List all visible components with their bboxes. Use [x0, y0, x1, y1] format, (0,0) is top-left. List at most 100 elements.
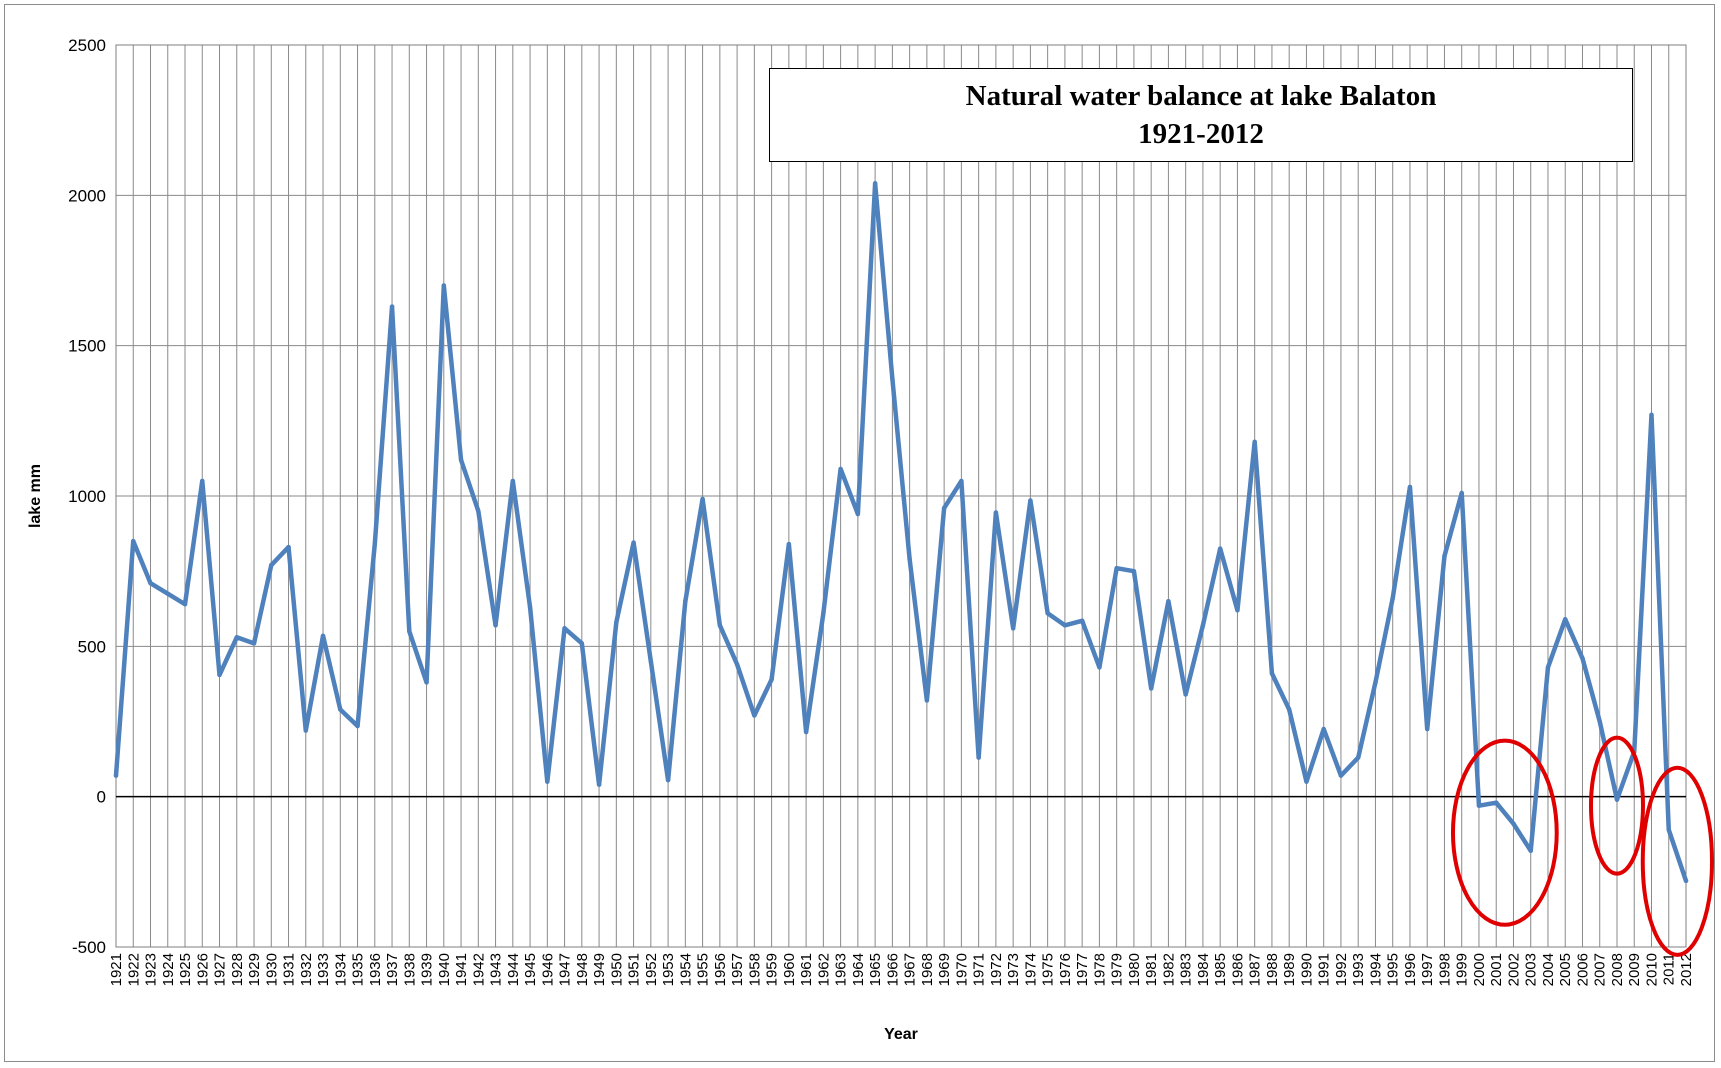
x-tick-label: 1978 [1091, 953, 1108, 986]
x-tick-label: 1953 [660, 953, 677, 986]
y-tick-label: 500 [78, 637, 106, 656]
x-tick-label: 2011 [1661, 953, 1678, 985]
x-tick-label: 1926 [194, 953, 211, 986]
x-tick-label: 1955 [695, 953, 712, 986]
x-tick-label: 1994 [1367, 953, 1384, 986]
x-axis-tick-labels: 1921 1922 1923 1924 1925 1926 1927 1928 1929 1930… [108, 953, 1695, 986]
data-point [527, 605, 533, 610]
data-point [1252, 439, 1257, 445]
data-point [1528, 848, 1533, 853]
data-point [855, 511, 861, 517]
x-tick-label: 1975 [1040, 953, 1057, 986]
x-tick-label: 2001 [1488, 953, 1505, 986]
x-tick-label: 1939 [419, 953, 436, 986]
data-point [752, 713, 757, 718]
x-tick-label: 1980 [1126, 953, 1143, 986]
x-tick-label: 1964 [850, 953, 867, 986]
data-point [890, 376, 895, 381]
x-tick-label: 1929 [246, 953, 263, 986]
x-tick-label: 1985 [1212, 953, 1229, 986]
x-tick-label: 1960 [781, 953, 798, 986]
data-point [217, 672, 222, 678]
x-tick-label: 1970 [953, 953, 970, 986]
data-point [872, 181, 878, 186]
data-point [407, 629, 412, 634]
horizontal-gridlines [116, 44, 1686, 948]
y-tick-label: 0 [97, 788, 106, 807]
data-point [941, 505, 947, 511]
data-point [1183, 692, 1188, 697]
data-point [320, 633, 326, 639]
chart-title: Natural water balance at lake Balaton [965, 80, 1437, 112]
y-tick-label: -500 [72, 938, 106, 957]
data-point [1338, 773, 1344, 778]
data-point [545, 779, 550, 784]
x-tick-label: 1947 [557, 953, 574, 986]
data-point [683, 599, 688, 604]
x-tick-label: 1984 [1195, 953, 1212, 986]
x-tick-label: 2007 [1592, 953, 1609, 986]
data-point [1407, 484, 1413, 490]
x-tick-label: 1938 [401, 953, 418, 986]
data-point [1373, 680, 1378, 685]
data-point [1580, 656, 1585, 661]
x-tick-label: 1976 [1057, 953, 1074, 986]
x-tick-label: 2000 [1471, 953, 1488, 986]
chart-title-box: Natural water balance at lake Balaton 19… [769, 68, 1633, 162]
y-axis-label: lake mm [27, 464, 44, 528]
data-point [769, 677, 774, 682]
x-tick-label: 2010 [1643, 953, 1660, 986]
x-tick-label: 1996 [1402, 953, 1419, 986]
data-point [1148, 686, 1154, 691]
data-point [200, 478, 205, 484]
data-point [1062, 623, 1068, 628]
data-point [1286, 707, 1292, 712]
data-point [1494, 800, 1499, 805]
x-tick-label: 1927 [212, 953, 229, 986]
data-point [924, 698, 930, 703]
x-tick-label: 1954 [677, 953, 694, 986]
x-tick-label: 1956 [712, 953, 729, 986]
data-point [1114, 565, 1119, 571]
data-point [251, 641, 257, 646]
x-tick-label: 1983 [1178, 953, 1195, 986]
x-tick-label: 1966 [884, 953, 901, 986]
data-point [234, 635, 239, 640]
x-tick-label: 1997 [1419, 953, 1436, 986]
x-tick-label: 1992 [1333, 953, 1350, 986]
data-point [113, 773, 119, 778]
x-tick-label: 1936 [367, 953, 384, 986]
data-point [1614, 797, 1620, 802]
highlight-circle [1588, 735, 1645, 876]
data-point [907, 556, 912, 562]
data-point [1390, 596, 1395, 601]
data-point [1010, 626, 1016, 631]
x-tick-label: 1991 [1316, 953, 1333, 986]
data-point [424, 680, 429, 685]
x-tick-label: 1981 [1143, 953, 1160, 986]
x-tick-label: 1972 [988, 953, 1005, 986]
data-point [700, 496, 705, 502]
x-tick-label: 1982 [1160, 953, 1177, 986]
data-point [1131, 568, 1137, 574]
x-tick-label: 1990 [1298, 953, 1315, 986]
x-tick-label: 1958 [746, 953, 763, 986]
x-tick-label: 2002 [1505, 953, 1522, 986]
data-point [1666, 827, 1671, 832]
x-tick-label: 1942 [470, 953, 487, 986]
x-tick-label: 1933 [315, 953, 332, 986]
data-point [579, 641, 585, 646]
data-point [510, 478, 516, 484]
data-point [441, 283, 447, 288]
data-point [1649, 412, 1654, 418]
x-tick-label: 1925 [177, 953, 194, 986]
data-point [1597, 719, 1602, 724]
data-point [1079, 618, 1085, 623]
x-tick-label: 1943 [488, 953, 505, 986]
x-tick-label: 1999 [1454, 953, 1471, 986]
x-tick-label: 1948 [574, 953, 591, 986]
x-tick-label: 1945 [522, 953, 539, 986]
x-axis-label: Year [884, 1026, 918, 1043]
data-point [786, 541, 792, 547]
